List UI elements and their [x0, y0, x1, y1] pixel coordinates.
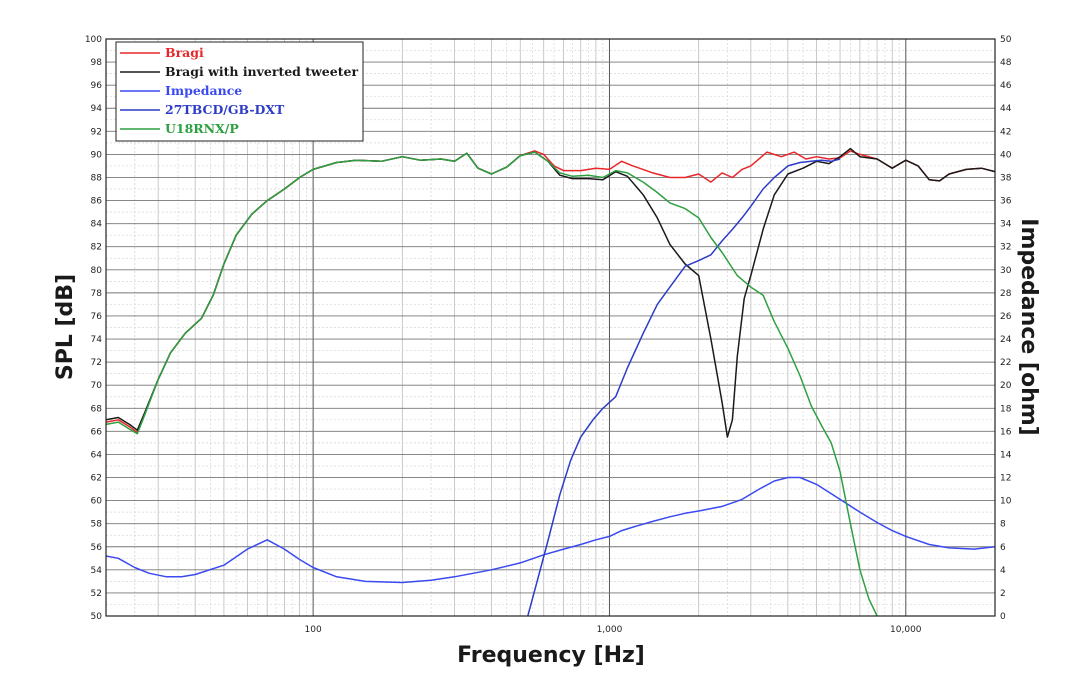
y-tick-label-right: 40	[1000, 150, 1012, 160]
y-tick-label-right: 10	[1000, 497, 1012, 507]
y-tick-label-right: 34	[1000, 220, 1012, 230]
y-tick-label-left: 62	[91, 474, 102, 484]
y-tick-label-left: 66	[91, 427, 103, 437]
y-tick-label-right: 6	[1000, 543, 1006, 553]
y-tick-label-right: 4	[1000, 566, 1006, 576]
y-tick-label-left: 68	[91, 404, 103, 414]
y-tick-label-right: 24	[1000, 335, 1012, 345]
y-tick-label-right: 16	[1000, 427, 1012, 437]
legend-label: Impedance	[165, 83, 242, 98]
y-tick-label-left: 78	[91, 289, 103, 299]
y-tick-label-right: 46	[1000, 81, 1012, 91]
legend-label: Bragi with inverted tweeter	[165, 64, 358, 79]
legend-label: 27TBCD/GB-DXT	[165, 102, 285, 117]
y-tick-label-right: 22	[1000, 358, 1011, 368]
y-tick-label-right: 44	[1000, 104, 1012, 114]
y-tick-label-right: 42	[1000, 127, 1011, 137]
y-tick-label-right: 50	[1000, 35, 1012, 45]
x-tick-label: 1,000	[597, 625, 623, 635]
y-tick-label-right: 20	[1000, 381, 1012, 391]
y-tick-label-left: 94	[91, 104, 103, 114]
y-axis-title-left: SPL [dB]	[53, 274, 78, 380]
y-tick-label-left: 64	[91, 450, 103, 460]
y-tick-label-left: 84	[91, 220, 103, 230]
y-tick-label-left: 72	[91, 358, 102, 368]
y-tick-label-right: 0	[1000, 612, 1006, 622]
y-tick-label-left: 56	[91, 543, 103, 553]
y-tick-label-left: 96	[91, 81, 103, 91]
series-line-27tbcd-gb-dxt	[527, 158, 841, 616]
y-tick-label-right: 32	[1000, 243, 1011, 253]
y-tick-label-left: 86	[91, 197, 103, 207]
y-tick-label-right: 14	[1000, 450, 1012, 460]
right-axis-ticks: 0246810121416182022242628303234363840424…	[1000, 35, 1012, 622]
y-tick-label-left: 92	[91, 127, 102, 137]
legend-label: Bragi	[165, 45, 204, 60]
plot-series	[106, 147, 995, 616]
legend: Bragi Bragi with inverted tweeter Impedanc…	[115, 41, 364, 142]
x-tick-label: 10,000	[890, 625, 922, 635]
y-tick-label-left: 50	[91, 612, 103, 622]
y-tick-label-left: 82	[91, 243, 102, 253]
y-tick-label-left: 88	[91, 173, 103, 183]
y-tick-label-right: 28	[1000, 289, 1012, 299]
y-tick-label-left: 70	[91, 381, 103, 391]
y-tick-label-right: 36	[1000, 197, 1012, 207]
left-axis-ticks: 50 52 54 56 58 60 62 64 66 68 70 72 74 76 78 80 82 84 86 88…	[85, 35, 102, 622]
y-tick-label-right: 8	[1000, 520, 1006, 530]
y-tick-label-left: 76	[91, 312, 103, 322]
y-tick-label-left: 80	[91, 266, 103, 276]
y-tick-label-right: 48	[1000, 58, 1012, 68]
series-line-bragi	[106, 150, 995, 434]
y-tick-label-left: 54	[91, 566, 103, 576]
y-tick-label-left: 100	[85, 35, 102, 45]
y-tick-label-right: 18	[1000, 404, 1012, 414]
x-axis-ticks: 100 1,000 10,000	[305, 625, 922, 635]
y-tick-label-right: 38	[1000, 173, 1012, 183]
plot-frame	[105, 38, 996, 617]
y-tick-label-left: 52	[91, 589, 102, 599]
y-tick-label-left: 58	[91, 520, 103, 530]
y-tick-label-left: 74	[91, 335, 103, 345]
y-tick-label-right: 12	[1000, 474, 1011, 484]
y-tick-label-left: 98	[91, 58, 103, 68]
legend-label: U18RNX/P	[165, 121, 239, 136]
y-tick-label-right: 30	[1000, 266, 1012, 276]
y-tick-label-left: 90	[91, 150, 103, 160]
y-axis-title-right: Impedance [ohm]	[1016, 218, 1041, 435]
x-axis-title: Frequency [Hz]	[457, 643, 645, 668]
y-tick-label-left: 60	[91, 497, 103, 507]
x-tick-label: 100	[305, 625, 322, 635]
y-tick-label-right: 26	[1000, 312, 1012, 322]
y-tick-label-right: 2	[1000, 589, 1006, 599]
series-line-u18rnx-p	[106, 151, 878, 616]
